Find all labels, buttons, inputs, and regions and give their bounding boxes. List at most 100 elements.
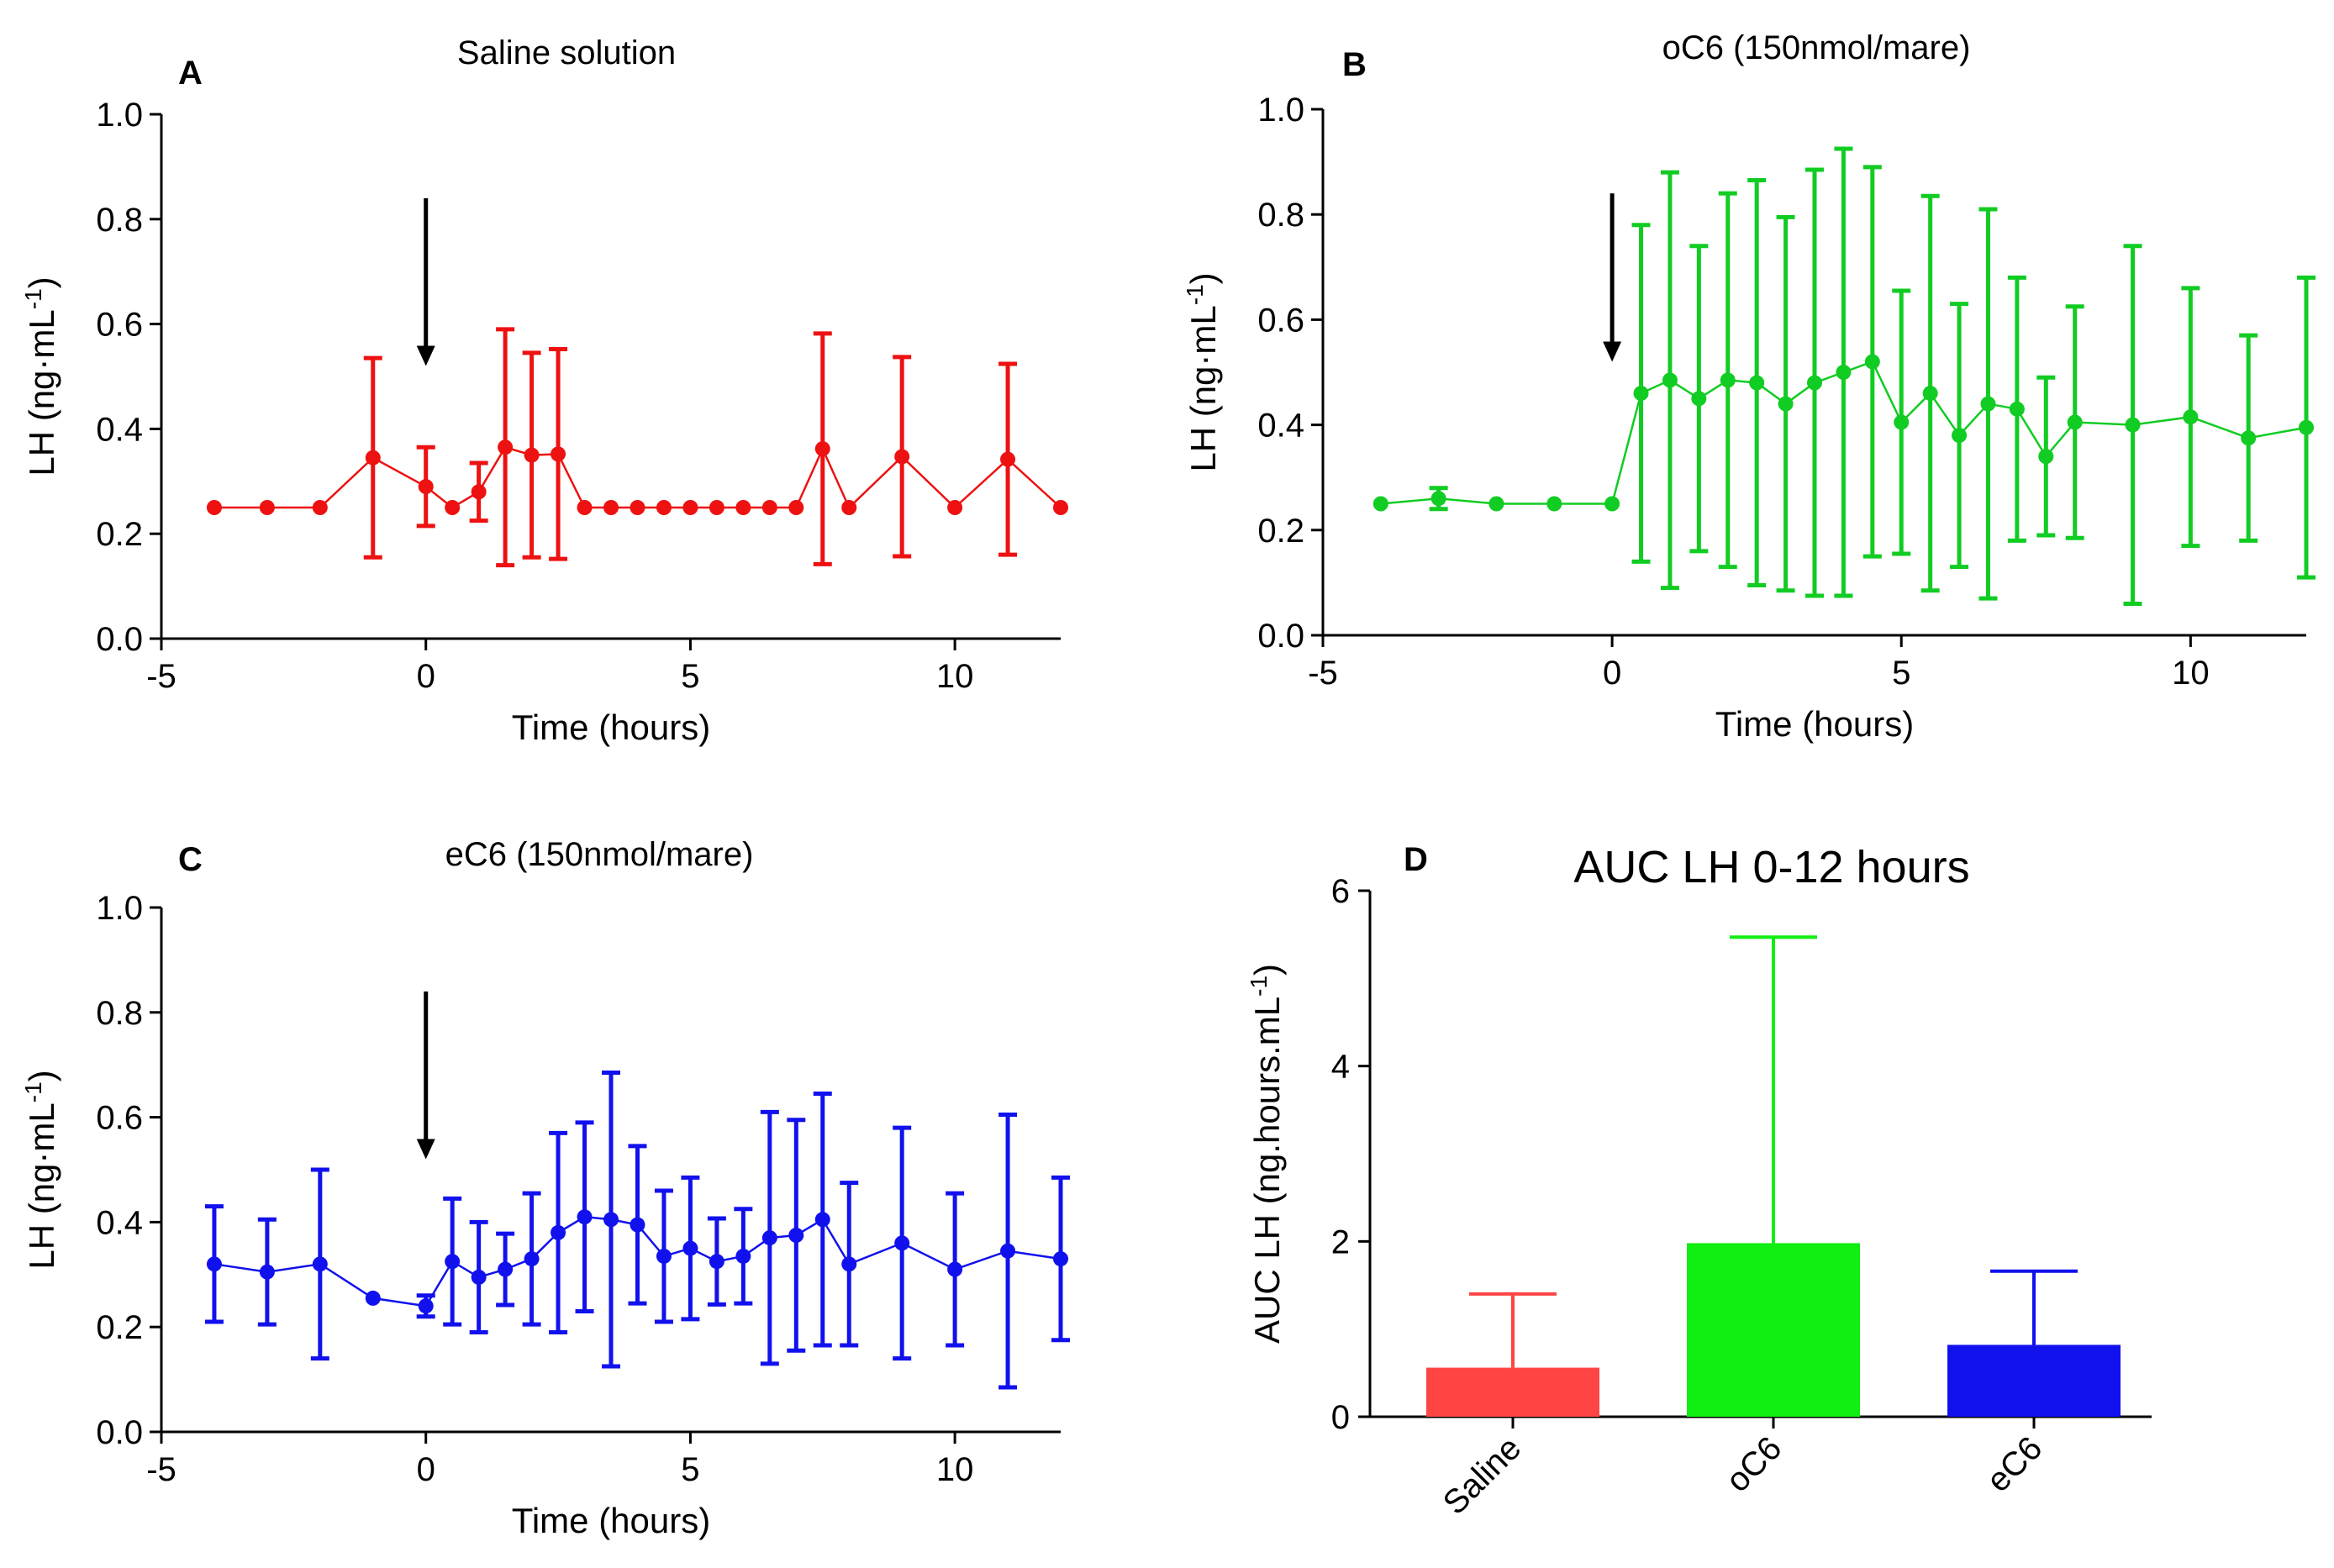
data-point (312, 500, 328, 515)
y-tick-label: 0 (1331, 1399, 1350, 1436)
y-tick-label: 4 (1331, 1049, 1350, 1086)
data-point (206, 1256, 222, 1272)
x-tick-label: 10 (936, 1451, 974, 1488)
y-axis-label: AUC LH (ng.hours.mL-1) (1246, 964, 1288, 1344)
y-tick-label: 0.0 (1257, 618, 1304, 655)
panel-letter-b: B (1342, 46, 1367, 83)
data-point (445, 1254, 461, 1270)
data-point (1372, 496, 1388, 512)
data-point (1430, 491, 1446, 507)
y-tick-label: 2 (1331, 1223, 1350, 1260)
data-point (1546, 496, 1562, 512)
x-tick-label: 0 (417, 658, 435, 695)
panel-a: A Saline solution 0.0 0.2 0.4 0.6 0.8 1.0 -5 0 5… (20, 34, 1068, 747)
plot-area-c: 0.0 0.2 0.4 0.6 0.8 1.0 -5 0 5 10 Time (hours) LH (… (20, 890, 1070, 1540)
y-tick-label: 0.2 (96, 516, 143, 553)
panel-letter-a: A (178, 55, 203, 92)
data-point (709, 1254, 724, 1270)
data-point (2009, 401, 2025, 417)
y-tick-label: 0.4 (1257, 408, 1304, 445)
data-point (418, 1298, 434, 1314)
series-line (213, 445, 1062, 510)
injection-arrow-head (416, 1139, 435, 1160)
data-point (524, 447, 540, 463)
y-tick-label: 0.8 (96, 995, 143, 1032)
y-axis-label-main: AUC LH (ng.hours.mL (1247, 997, 1287, 1344)
y-tick-label: 0.6 (96, 307, 143, 344)
x-tick-label: 0 (1603, 655, 1621, 692)
panel-title-c: eC6 (150nmol/mare) (445, 836, 754, 873)
data-point (894, 1235, 910, 1251)
x-tick-label: 0 (417, 1451, 435, 1488)
data-point (1894, 414, 1910, 430)
x-tick-label: oC6 (1719, 1429, 1789, 1499)
data-point (761, 500, 777, 515)
y-tick-label: 1.0 (1257, 92, 1304, 129)
data-point (259, 500, 275, 515)
y-tick-label: 0.0 (96, 1414, 143, 1451)
data-point (814, 441, 830, 457)
y-tick-label: 0.4 (96, 1204, 143, 1241)
data-point (2125, 417, 2141, 433)
data-point (1749, 375, 1765, 391)
data-point (947, 500, 963, 515)
data-point (894, 449, 910, 465)
y-tick-label: 0.0 (96, 621, 143, 658)
data-point (841, 1256, 857, 1272)
y-axis-label-end: ) (22, 276, 61, 288)
panel-c: C eC6 (150nmol/mare) 0.0 0.2 0.4 0.6 0.8 1.0 -… (20, 836, 1070, 1540)
data-point (1633, 386, 1649, 402)
data-point (1000, 1243, 1016, 1259)
y-axis-label-main: LH (ng·mL (22, 1102, 61, 1269)
data-point (841, 500, 857, 515)
data-point (498, 1261, 514, 1277)
data-point (1807, 375, 1822, 391)
data-point (1691, 391, 1707, 407)
data-point (551, 446, 566, 462)
panel-letter-d: D (1404, 841, 1428, 878)
data-point (471, 1269, 487, 1285)
data-point (761, 1230, 777, 1246)
data-point (630, 1217, 645, 1233)
data-point (2299, 419, 2314, 435)
panel-d: D AUC LH 0-12 hours 0 2 4 6 AUC LH (ng.hours… (1246, 841, 2152, 1522)
data-point (1053, 500, 1068, 515)
data-point (735, 1248, 751, 1264)
bar (1947, 1344, 2121, 1417)
y-axis-label: LH (ng·mL-1) (20, 1070, 62, 1269)
y-tick-label: 0.2 (1257, 513, 1304, 550)
data-point (2038, 449, 2054, 465)
data-point (206, 500, 222, 515)
injection-arrow-head (1603, 341, 1622, 362)
y-axis-label-end: ) (1247, 964, 1287, 976)
data-point (365, 1290, 381, 1306)
x-tick-label: 5 (1892, 655, 1910, 692)
data-point (735, 500, 751, 515)
plot-area-b: 0.0 0.2 0.4 0.6 0.8 1.0 -5 0 5 10 Time (hours) LH (… (1182, 92, 2316, 744)
data-point (1952, 428, 1968, 444)
y-tick-label: 0.4 (96, 411, 143, 448)
data-point (1864, 354, 1880, 370)
panel-title-d: AUC LH 0-12 hours (1573, 842, 1969, 892)
data-point (2067, 414, 2083, 430)
y-axis-label-main: LH (ng·mL (1183, 305, 1223, 471)
data-point (1720, 372, 1736, 388)
y-axis-label-sup: -1 (1182, 284, 1208, 305)
x-axis-label: Time (hours) (1715, 704, 1914, 744)
data-point (630, 500, 645, 515)
y-tick-label: 0.6 (1257, 302, 1304, 339)
x-axis-label: Time (hours) (512, 708, 710, 747)
data-point (1488, 496, 1504, 512)
x-axis-label: Time (hours) (512, 1501, 710, 1540)
y-axis-label: LH (ng·mL-1) (1182, 272, 1224, 471)
data-point (524, 1251, 540, 1267)
data-point (498, 439, 514, 455)
data-point (365, 450, 381, 466)
injection-arrow-head (416, 345, 435, 366)
x-tick-label: 10 (936, 658, 974, 695)
y-tick-label: 1.0 (96, 890, 143, 927)
data-point (471, 484, 487, 500)
y-tick-label: 0.2 (96, 1309, 143, 1346)
x-tick-label: 5 (681, 658, 699, 695)
